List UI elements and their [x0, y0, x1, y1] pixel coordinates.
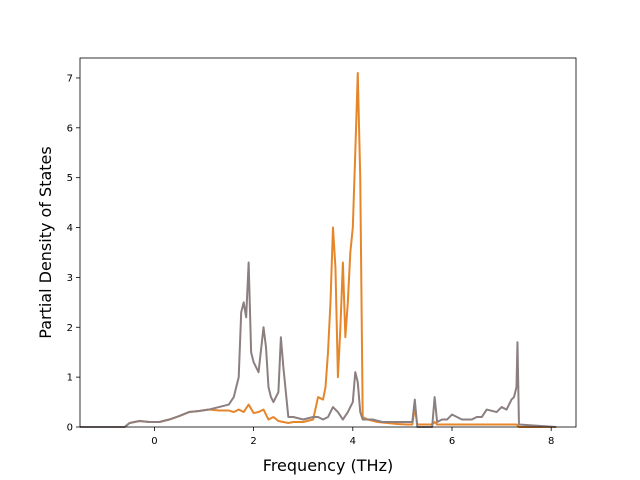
y-tick-label: 7	[67, 73, 73, 84]
series-line-1	[80, 71, 557, 428]
series-layer	[80, 71, 557, 428]
y-tick-label: 2	[67, 323, 73, 334]
x-tick-label: 4	[350, 436, 356, 447]
y-tick-label: 5	[67, 173, 73, 184]
series-line-2	[80, 261, 557, 428]
y-axis: 0 1 2 3 4 5 6 7	[67, 73, 80, 434]
x-tick-label: 6	[449, 436, 455, 447]
y-tick-label: 3	[67, 273, 73, 284]
y-tick-label: 0	[67, 423, 73, 434]
x-axis-label: Frequency (THz)	[263, 456, 393, 475]
y-tick-label: 6	[67, 123, 73, 134]
y-tick-label: 1	[67, 373, 73, 384]
plot-frame	[79, 57, 577, 428]
y-tick-label: 4	[67, 223, 73, 234]
x-tick-label: 0	[151, 436, 157, 447]
y-axis-label: Partial Density of States	[36, 146, 55, 338]
x-tick-label: 8	[548, 436, 554, 447]
x-tick-label: 2	[250, 436, 256, 447]
x-axis: 0 2 4 6 8	[151, 427, 554, 447]
